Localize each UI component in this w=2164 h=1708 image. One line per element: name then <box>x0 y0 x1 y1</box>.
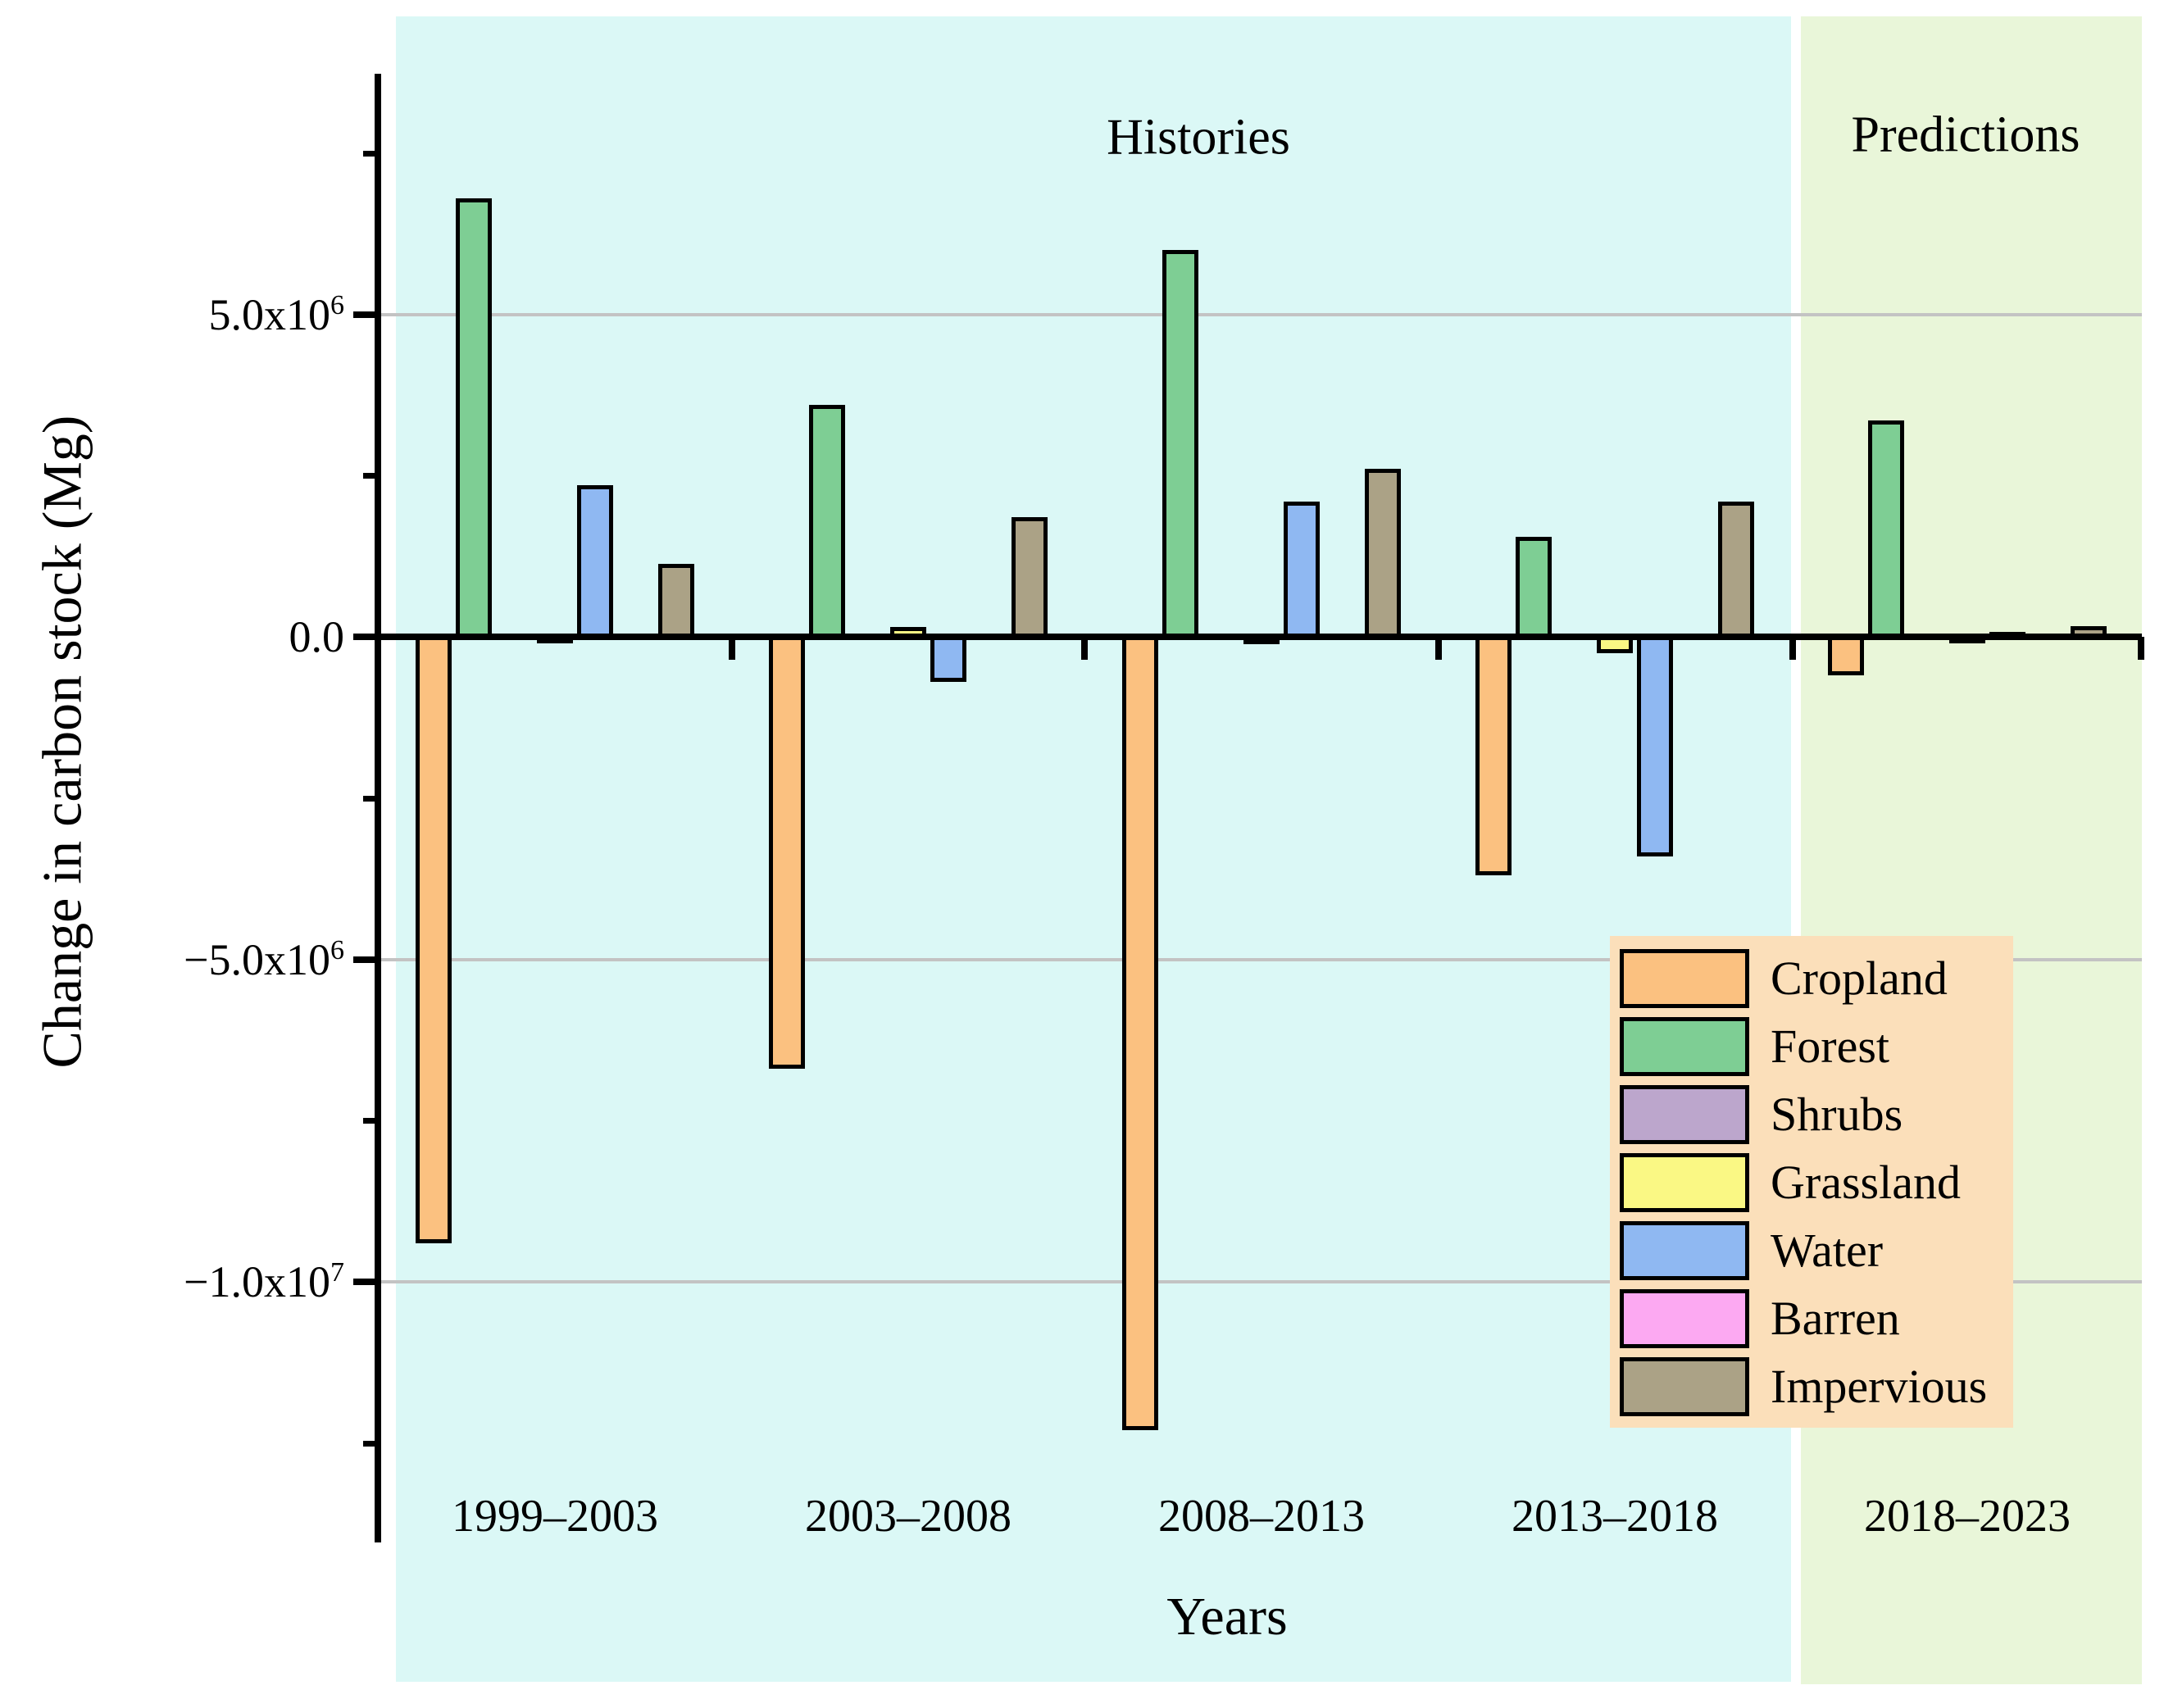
y-axis-spine <box>375 74 381 1542</box>
x-boundary-tick <box>2138 637 2144 660</box>
legend-item-forest: Forest <box>1620 1017 1889 1076</box>
y-major-tick <box>353 634 378 640</box>
y-tick-label: 0.0 <box>289 612 345 661</box>
y-axis-title: Change in carbon stock (Mg) <box>30 415 93 1069</box>
gridline-5000000 <box>378 312 2142 316</box>
y-major-tick <box>353 1279 378 1285</box>
bar-impervious-2 <box>1364 469 1401 638</box>
y-major-tick <box>353 311 378 318</box>
cropland-color-swatch <box>1620 949 1749 1008</box>
y-major-tick <box>353 956 378 963</box>
legend-item-barren: Barren <box>1620 1289 1900 1348</box>
legend-item-grassland: Grassland <box>1620 1153 1961 1212</box>
grassland-color-swatch <box>1620 1153 1749 1212</box>
legend-item-cropland: Cropland <box>1620 949 1948 1008</box>
bar-cropland-1 <box>769 635 806 1070</box>
water-color-swatch <box>1620 1221 1749 1280</box>
bar-forest-1 <box>809 404 846 638</box>
bar-cropland-4 <box>1828 635 1865 676</box>
legend-label: Cropland <box>1771 952 1948 1005</box>
y-minor-tick <box>363 473 378 479</box>
bar-cropland-0 <box>416 635 452 1243</box>
bar-forest-3 <box>1516 537 1553 638</box>
x-axis-zero-line <box>375 634 2142 640</box>
legend: Cropland Forest Shrubs Grassland Water Barren… <box>1610 936 2013 1428</box>
bar-water-2 <box>1284 501 1321 638</box>
legend-label: Grassland <box>1771 1156 1961 1209</box>
x-boundary-tick <box>1435 637 1442 660</box>
x-tick-label: 2003–2008 <box>805 1491 1012 1542</box>
legend-item-shrubs: Shrubs <box>1620 1085 1903 1144</box>
x-boundary-tick <box>729 637 735 660</box>
bar-forest-4 <box>1868 420 1905 638</box>
bar-forest-2 <box>1162 249 1199 638</box>
x-tick-label: 2013–2018 <box>1512 1491 1718 1542</box>
histories-section-title: Histories <box>1107 109 1290 166</box>
x-boundary-tick <box>1081 637 1088 660</box>
y-tick-label: 5.0x106 <box>208 289 345 339</box>
predictions-background-panel <box>1801 16 2142 1684</box>
y-minor-tick <box>363 150 378 157</box>
bar-water-1 <box>930 635 967 683</box>
legend-label: Barren <box>1771 1292 1900 1345</box>
x-tick-label: 2018–2023 <box>1864 1491 2071 1542</box>
x-axis-title: Years <box>1166 1587 1288 1647</box>
y-minor-tick <box>363 795 378 802</box>
barren-color-swatch <box>1620 1289 1749 1348</box>
bar-water-3 <box>1637 635 1674 856</box>
forest-color-swatch <box>1620 1017 1749 1076</box>
x-tick-label: 2008–2013 <box>1158 1491 1365 1542</box>
bar-impervious-1 <box>1011 517 1048 638</box>
bar-cropland-2 <box>1122 635 1159 1430</box>
legend-item-water: Water <box>1620 1221 1883 1280</box>
gridline--5000000 <box>378 957 2142 961</box>
y-tick-label: −1.0x107 <box>184 1257 344 1306</box>
bar-water-0 <box>577 485 614 638</box>
bar-forest-0 <box>456 198 493 638</box>
legend-label: Water <box>1771 1224 1884 1277</box>
gridline--10000000 <box>378 1280 2142 1283</box>
y-tick-label: −5.0x106 <box>184 934 344 984</box>
bar-impervious-0 <box>657 564 694 638</box>
y-minor-tick <box>363 1440 378 1447</box>
shrubs-color-swatch <box>1620 1085 1749 1144</box>
y-minor-tick <box>363 1118 378 1124</box>
x-tick-label: 1999–2003 <box>452 1491 658 1542</box>
legend-label: Impervious <box>1771 1360 1988 1413</box>
x-boundary-tick <box>1789 637 1796 660</box>
histories-background-panel <box>396 16 1791 1682</box>
impervious-color-swatch <box>1620 1357 1749 1416</box>
bar-cropland-3 <box>1475 635 1512 876</box>
legend-item-impervious: Impervious <box>1620 1357 1987 1416</box>
predictions-section-title: Predictions <box>1851 107 2080 163</box>
bar-impervious-3 <box>1717 501 1754 638</box>
legend-label: Shrubs <box>1771 1088 1903 1141</box>
legend-label: Forest <box>1771 1020 1889 1073</box>
